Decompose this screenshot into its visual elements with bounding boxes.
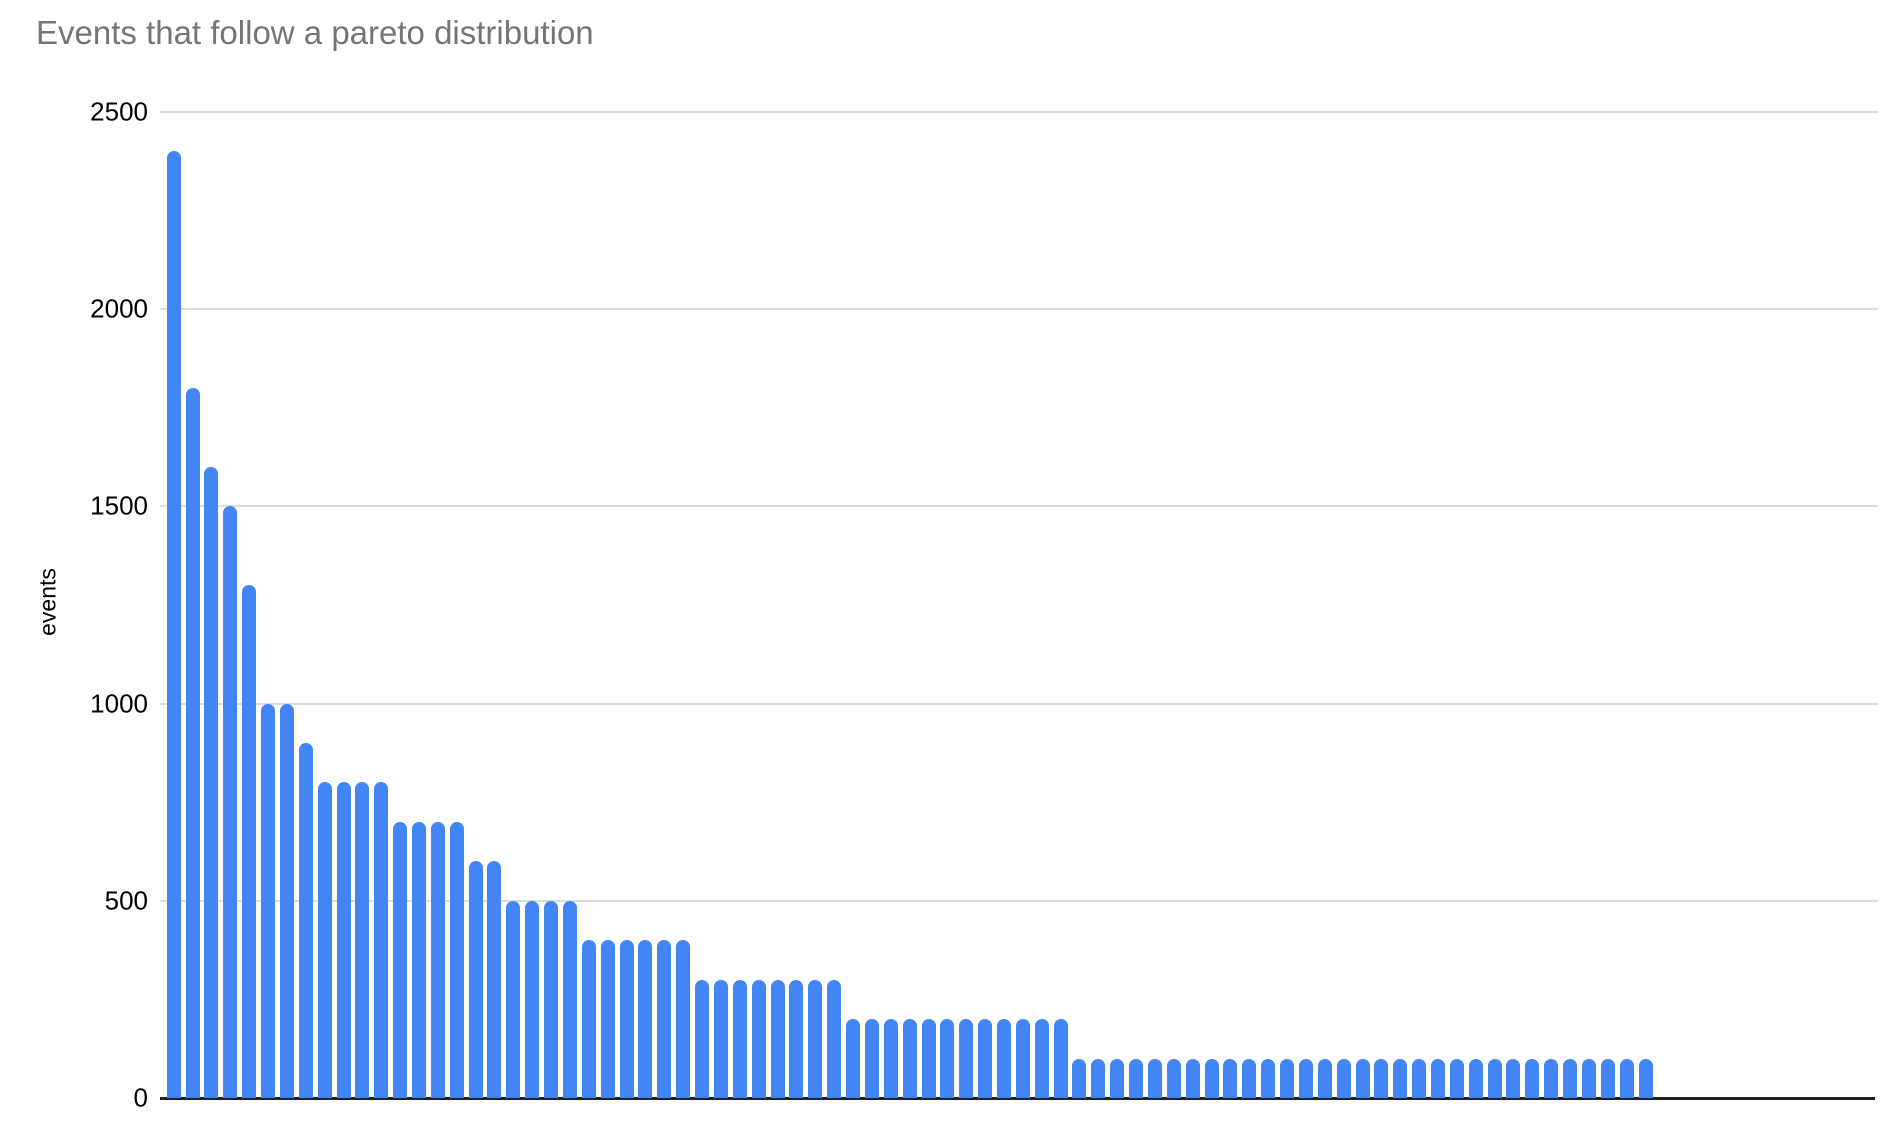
chart-bar[interactable] (449, 821, 464, 1098)
chart-bar[interactable] (468, 861, 483, 1098)
chart-bar[interactable] (1185, 1058, 1200, 1098)
chart-bar[interactable] (1563, 1058, 1578, 1098)
chart-bar[interactable] (562, 900, 577, 1098)
chart-bar[interactable] (1600, 1058, 1615, 1098)
x-axis-line (160, 1097, 1875, 1100)
chart-bar[interactable] (166, 151, 181, 1098)
chart-bar[interactable] (751, 979, 766, 1098)
gridline (160, 702, 1878, 705)
chart-bar[interactable] (1336, 1058, 1351, 1098)
gridline (160, 308, 1878, 311)
chart-bar[interactable] (1261, 1058, 1276, 1098)
chart-bar[interactable] (1147, 1058, 1162, 1098)
chart-bar[interactable] (1449, 1058, 1464, 1098)
chart-bar[interactable] (1525, 1058, 1540, 1098)
chart-bar[interactable] (1393, 1058, 1408, 1098)
chart-bar[interactable] (223, 506, 238, 1098)
chart-bar[interactable] (355, 782, 370, 1098)
chart-bar[interactable] (770, 979, 785, 1098)
chart-bar[interactable] (1487, 1058, 1502, 1098)
chart-bar[interactable] (940, 1019, 955, 1098)
chart-bar[interactable] (317, 782, 332, 1098)
chart-bar[interactable] (1091, 1058, 1106, 1098)
chart-bar[interactable] (1280, 1058, 1295, 1098)
chart-bar[interactable] (1430, 1058, 1445, 1098)
chart-bar[interactable] (1544, 1058, 1559, 1098)
chart-bar[interactable] (789, 979, 804, 1098)
chart-bar[interactable] (1129, 1058, 1144, 1098)
chart-bar[interactable] (808, 979, 823, 1098)
gridline (160, 111, 1878, 113)
chart-bar[interactable] (298, 743, 313, 1098)
y-tick-label: 500 (104, 885, 148, 916)
chart-bar[interactable] (619, 940, 634, 1098)
chart-bar[interactable] (1034, 1019, 1049, 1098)
chart-bar[interactable] (204, 466, 219, 1098)
chart-bar[interactable] (1506, 1058, 1521, 1098)
chart-bar[interactable] (1166, 1058, 1181, 1098)
chart-bar[interactable] (412, 821, 426, 1098)
y-tick-label: 2500 (90, 96, 148, 127)
chart-bar[interactable] (732, 979, 747, 1098)
chart-bar[interactable] (600, 940, 615, 1098)
chart-bar[interactable] (1374, 1058, 1389, 1098)
chart-bar[interactable] (1015, 1019, 1030, 1098)
chart-bar[interactable] (487, 861, 502, 1098)
y-tick-label: 1000 (90, 688, 148, 719)
chart-bar[interactable] (185, 388, 200, 1098)
chart-bar[interactable] (1053, 1019, 1068, 1098)
y-tick-label: 1500 (90, 490, 148, 521)
y-axis-title: events (34, 568, 61, 636)
chart-bar[interactable] (978, 1019, 993, 1098)
chart-bar[interactable] (883, 1019, 898, 1098)
chart-bar[interactable] (864, 1019, 879, 1098)
chart-bar[interactable] (921, 1019, 936, 1098)
chart-bar[interactable] (1317, 1058, 1332, 1098)
gridline (160, 899, 1878, 902)
chart-bar[interactable] (1242, 1058, 1257, 1098)
chart-bar[interactable] (846, 1019, 861, 1098)
chart-bar[interactable] (242, 585, 257, 1098)
chart-bar[interactable] (506, 900, 521, 1098)
chart-bar[interactable] (1581, 1058, 1596, 1098)
y-tick-label: 0 (133, 1082, 148, 1113)
chart-bar[interactable] (336, 782, 351, 1098)
chart-bar[interactable] (1298, 1058, 1313, 1098)
chart-bar[interactable] (902, 1019, 917, 1098)
chart-bar[interactable] (544, 900, 559, 1098)
chart-bar[interactable] (827, 979, 842, 1098)
chart-bar[interactable] (657, 940, 672, 1098)
chart-bar[interactable] (393, 821, 408, 1098)
chart-bar[interactable] (1638, 1058, 1653, 1098)
chart-bar[interactable] (959, 1019, 974, 1098)
chart-bar[interactable] (1110, 1058, 1125, 1098)
chart-bar[interactable] (1468, 1058, 1483, 1098)
chart-bar[interactable] (638, 940, 653, 1098)
chart-title: Events that follow a pareto distribution (36, 14, 594, 51)
chart-bar[interactable] (1204, 1058, 1219, 1098)
y-tick-label: 2000 (90, 293, 148, 324)
chart-bar[interactable] (1412, 1058, 1427, 1098)
chart-bar[interactable] (581, 940, 596, 1098)
chart-bar[interactable] (279, 703, 294, 1098)
chart-bar[interactable] (695, 979, 710, 1098)
chart-bar[interactable] (996, 1019, 1011, 1098)
chart-bar[interactable] (261, 703, 276, 1098)
chart-bar[interactable] (676, 940, 691, 1098)
gridline (160, 505, 1878, 508)
chart-bar[interactable] (430, 821, 445, 1098)
chart-bar[interactable] (1072, 1058, 1087, 1098)
chart-bar[interactable] (1223, 1058, 1238, 1098)
chart-bar[interactable] (713, 979, 728, 1098)
chart-bar[interactable] (525, 900, 540, 1098)
chart-bar[interactable] (374, 782, 389, 1098)
chart-bar[interactable] (1619, 1058, 1634, 1098)
chart-bar[interactable] (1355, 1058, 1370, 1098)
